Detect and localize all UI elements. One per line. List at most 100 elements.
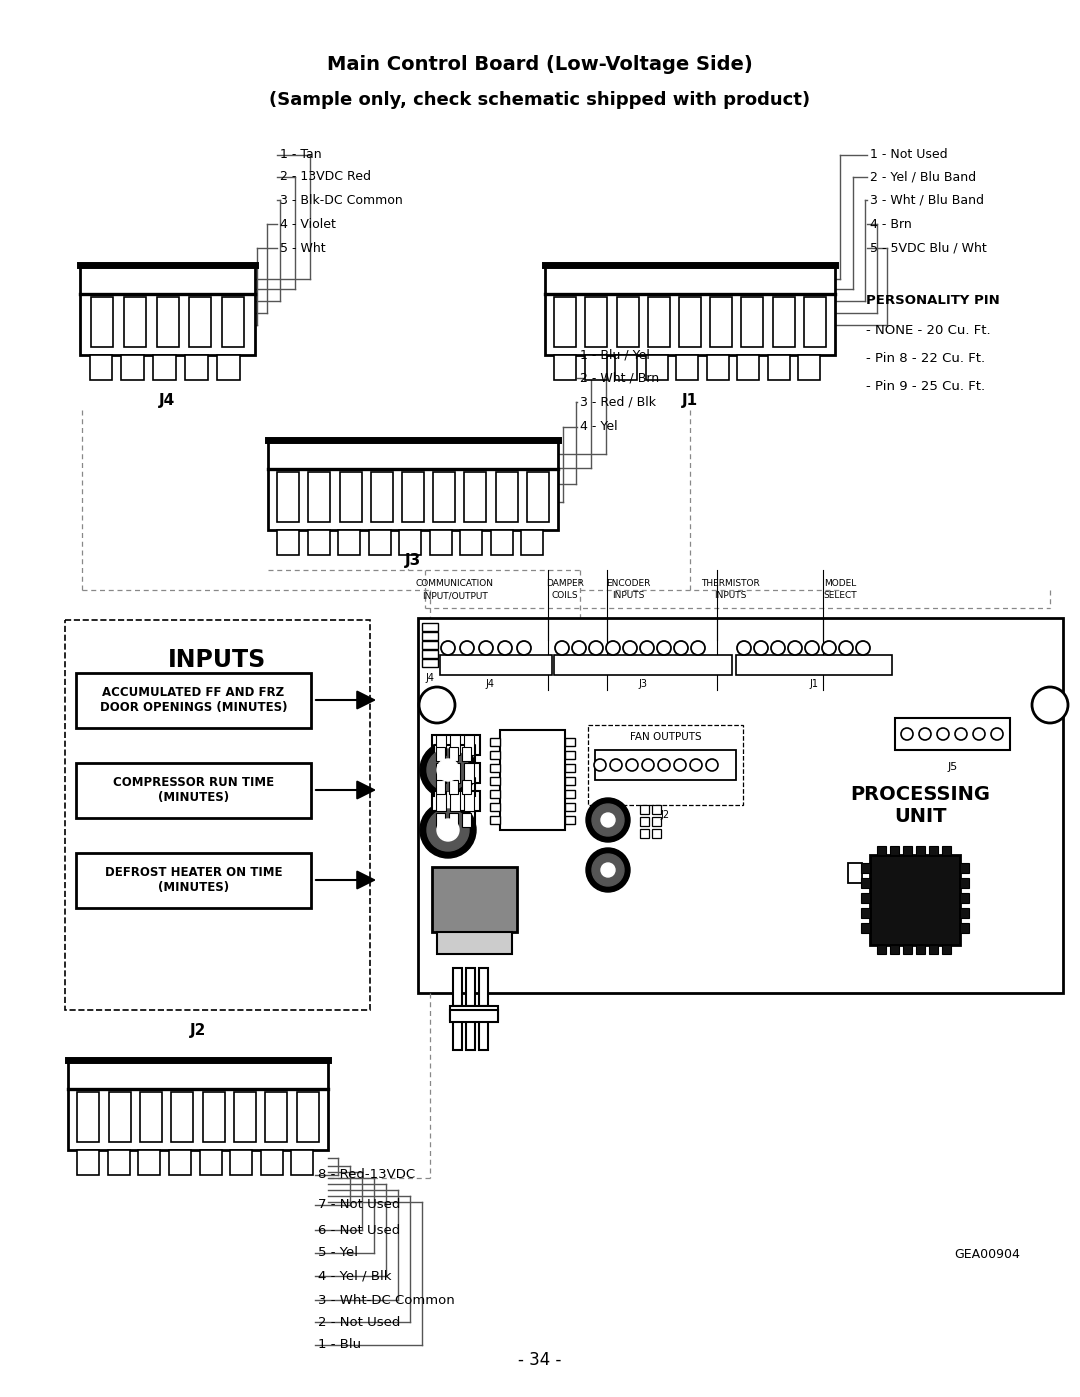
Bar: [124, 298, 146, 346]
Bar: [903, 847, 912, 855]
Text: INPUT/OUTPUT: INPUT/OUTPUT: [422, 591, 488, 601]
Bar: [895, 718, 1010, 750]
Bar: [464, 791, 474, 812]
Text: J2: J2: [661, 810, 670, 820]
Circle shape: [919, 728, 931, 740]
Bar: [266, 1092, 287, 1141]
Text: INPUTS: INPUTS: [714, 591, 746, 601]
Text: - 34 -: - 34 -: [518, 1351, 562, 1369]
Bar: [861, 863, 870, 873]
Bar: [480, 1020, 488, 1051]
Bar: [903, 944, 912, 954]
Bar: [278, 472, 299, 522]
Bar: [738, 355, 759, 380]
Bar: [453, 1020, 462, 1051]
Bar: [870, 855, 960, 944]
Bar: [861, 908, 870, 918]
Text: J4: J4: [426, 673, 434, 683]
Bar: [480, 968, 488, 1006]
Text: 4 - Brn: 4 - Brn: [870, 218, 912, 231]
Bar: [450, 735, 460, 754]
Bar: [554, 655, 732, 675]
Text: COILS: COILS: [552, 591, 578, 601]
Circle shape: [427, 749, 469, 791]
Bar: [436, 735, 446, 754]
Circle shape: [937, 728, 949, 740]
Bar: [640, 828, 649, 838]
Text: INPUTS: INPUTS: [168, 648, 267, 672]
Bar: [554, 355, 576, 380]
Bar: [861, 877, 870, 888]
Bar: [490, 764, 500, 773]
Text: J1: J1: [681, 393, 698, 408]
Circle shape: [754, 641, 768, 655]
Bar: [440, 655, 552, 675]
Bar: [490, 816, 500, 824]
Bar: [109, 1092, 131, 1141]
Bar: [76, 852, 311, 908]
Bar: [368, 529, 391, 555]
Bar: [433, 472, 455, 522]
Bar: [640, 805, 649, 814]
Bar: [422, 650, 438, 658]
Bar: [960, 923, 969, 933]
Text: 8 - Red-13VDC: 8 - Red-13VDC: [318, 1168, 415, 1182]
Bar: [260, 1150, 283, 1175]
Bar: [565, 738, 575, 746]
Bar: [545, 265, 835, 355]
Bar: [861, 923, 870, 933]
Bar: [464, 735, 474, 754]
Bar: [652, 817, 661, 826]
Text: J2: J2: [190, 1023, 206, 1038]
Bar: [422, 659, 438, 666]
Circle shape: [592, 805, 624, 835]
Text: COMMUNICATION: COMMUNICATION: [416, 578, 494, 588]
Circle shape: [420, 742, 476, 798]
Bar: [168, 1150, 191, 1175]
Bar: [185, 355, 208, 380]
Bar: [108, 1150, 130, 1175]
Text: THERMISTOR: THERMISTOR: [701, 578, 759, 588]
Bar: [234, 1092, 256, 1141]
Bar: [68, 1060, 328, 1150]
Bar: [462, 813, 471, 827]
Bar: [65, 620, 370, 1010]
Circle shape: [674, 641, 688, 655]
Text: SELECT: SELECT: [823, 591, 856, 601]
Bar: [565, 777, 575, 785]
Text: 3 - Wht-DC Common: 3 - Wht-DC Common: [318, 1294, 455, 1306]
Bar: [138, 1150, 160, 1175]
Text: DEFROST HEATER ON TIME
(MINUTES): DEFROST HEATER ON TIME (MINUTES): [105, 866, 282, 894]
Bar: [679, 298, 701, 346]
Bar: [422, 641, 438, 650]
Bar: [960, 893, 969, 902]
Circle shape: [658, 759, 670, 771]
Bar: [565, 752, 575, 759]
Text: 2 - Wht / Brn: 2 - Wht / Brn: [580, 372, 659, 384]
Bar: [309, 472, 330, 522]
Bar: [861, 893, 870, 902]
Circle shape: [822, 641, 836, 655]
Bar: [80, 265, 255, 355]
Bar: [676, 355, 699, 380]
Bar: [217, 355, 240, 380]
Bar: [77, 1150, 99, 1175]
Text: PROCESSING
UNIT: PROCESSING UNIT: [850, 785, 990, 826]
Circle shape: [460, 641, 474, 655]
Bar: [565, 789, 575, 798]
Text: J3: J3: [638, 679, 648, 689]
Bar: [768, 355, 789, 380]
Bar: [565, 803, 575, 812]
Circle shape: [572, 641, 586, 655]
Bar: [735, 655, 892, 675]
Bar: [308, 529, 329, 555]
Circle shape: [592, 854, 624, 886]
Circle shape: [480, 641, 492, 655]
Bar: [565, 764, 575, 773]
Circle shape: [437, 759, 459, 781]
Bar: [153, 355, 176, 380]
Bar: [890, 847, 899, 855]
Bar: [76, 672, 311, 728]
Text: 2 - 13VDC Red: 2 - 13VDC Red: [280, 170, 372, 183]
Bar: [490, 529, 513, 555]
